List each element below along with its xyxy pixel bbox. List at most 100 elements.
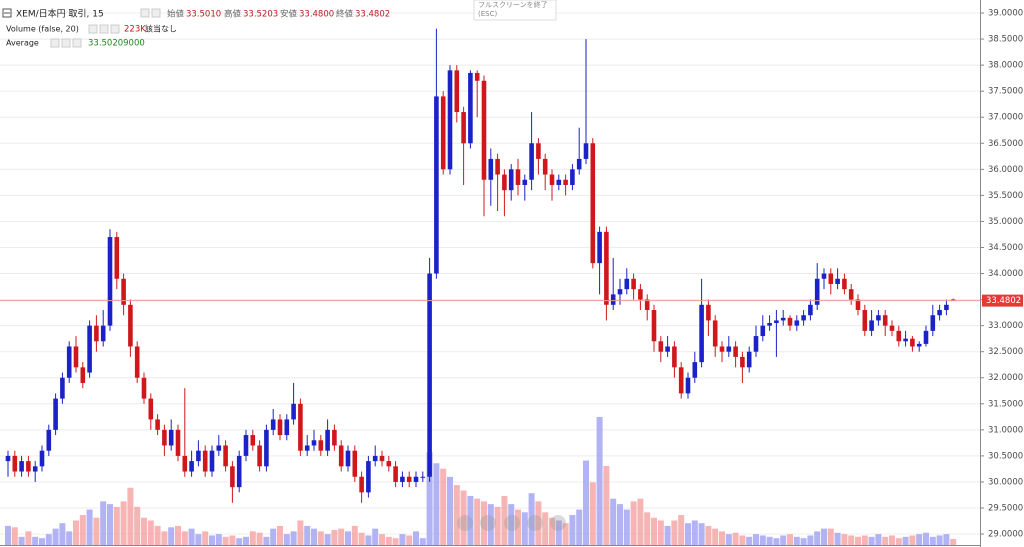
volume-bar	[821, 528, 827, 545]
candle-body	[842, 278, 847, 290]
volume-bar	[576, 509, 583, 545]
candle-body	[434, 96, 439, 274]
candle-body	[916, 343, 922, 347]
volume-bar	[603, 465, 610, 545]
candle-body	[508, 169, 514, 191]
candle-body	[400, 476, 405, 482]
candle-body	[60, 377, 65, 399]
volume-bar	[787, 534, 793, 545]
nav-button[interactable]	[504, 515, 520, 531]
candles	[5, 28, 956, 503]
volume-bar	[134, 506, 141, 545]
study-icon[interactable]	[50, 38, 60, 48]
volume-bar	[929, 536, 936, 545]
open-label: 始値	[167, 9, 185, 20]
candle-body	[787, 317, 793, 326]
volume-bar	[18, 536, 25, 545]
candle-body	[706, 304, 711, 321]
volume-bar	[705, 525, 712, 545]
candle-body	[896, 330, 902, 342]
nav-button[interactable]	[550, 515, 566, 531]
candle-body	[420, 476, 426, 478]
candle-body	[712, 320, 718, 347]
candle-body	[134, 346, 140, 378]
candle-body	[692, 362, 698, 378]
candle-body	[882, 315, 888, 326]
volume-bar	[297, 520, 304, 545]
volume-bar	[73, 520, 79, 545]
tooltip-line: (ESC)	[478, 10, 497, 18]
volume-bar	[426, 452, 433, 545]
volume-bar	[447, 476, 453, 545]
average-value: 33.50209000	[88, 39, 145, 49]
low-label: 安値	[280, 9, 298, 20]
volume-bar	[583, 460, 589, 545]
volume-bar	[508, 504, 515, 545]
candle-body	[345, 450, 351, 467]
candle-body	[869, 320, 874, 331]
volume-bar	[474, 498, 481, 545]
volume-bar	[569, 515, 576, 545]
study-icon[interactable]	[110, 24, 120, 34]
candle-body	[26, 461, 31, 472]
candle-body	[196, 450, 201, 462]
volume-bar	[86, 509, 93, 545]
y-tick-label: 30.0000	[988, 477, 1023, 487]
volume-bar	[331, 530, 338, 545]
candle-body	[264, 429, 269, 467]
volume-bar	[515, 509, 521, 545]
study-icon[interactable]	[88, 24, 98, 34]
volume-bar	[161, 531, 168, 545]
volume-bar	[521, 512, 528, 545]
study-icon[interactable]	[99, 24, 109, 34]
y-tick-label: 35.5000	[988, 191, 1023, 201]
candle-body	[495, 158, 500, 175]
volume-note: 該当なし	[145, 24, 177, 34]
volume-bar	[678, 515, 685, 545]
y-tick-label: 35.0000	[988, 217, 1023, 227]
candle-body	[94, 325, 99, 342]
volume-bar	[249, 531, 256, 545]
hide-icon[interactable]	[151, 8, 161, 18]
study-icon[interactable]	[72, 38, 82, 48]
candle-body	[87, 325, 92, 373]
average-study-name: Average	[6, 39, 39, 48]
volume-study-name: Volume (false, 20)	[6, 25, 79, 34]
candle-body	[624, 278, 630, 290]
volume-bar	[889, 535, 895, 545]
volume-bar	[52, 528, 59, 545]
volume-bar	[848, 535, 855, 545]
volume-bar	[780, 535, 787, 545]
candle-body	[597, 231, 602, 264]
volume-bar	[732, 532, 739, 545]
volume-bar	[467, 495, 474, 545]
volume-bar	[215, 534, 222, 545]
nav-button[interactable]	[457, 515, 473, 531]
volume-bar	[936, 535, 943, 545]
collapse-icon[interactable]	[2, 8, 12, 18]
volume-bar	[562, 523, 569, 545]
candle-body	[617, 289, 623, 295]
study-icon[interactable]	[61, 38, 71, 48]
volume-bar	[657, 520, 664, 545]
volume-bar	[385, 536, 392, 545]
volume-bar	[324, 534, 331, 545]
volume-bar	[243, 536, 249, 545]
y-tick-label: 37.0000	[988, 113, 1023, 123]
volume-bar	[100, 501, 107, 545]
volume-bar	[263, 536, 270, 545]
volume-bar	[413, 531, 419, 545]
volume-bar	[372, 528, 379, 545]
candle-body	[66, 346, 72, 378]
candle-body	[121, 278, 126, 305]
candle-body	[304, 445, 310, 451]
nav-button[interactable]	[480, 515, 496, 531]
nav-button[interactable]	[527, 515, 543, 531]
volume-bar	[494, 506, 501, 545]
candle-body	[406, 476, 412, 482]
candle-body	[651, 310, 657, 342]
candle-body	[685, 377, 691, 394]
settings-icon[interactable]	[140, 8, 150, 18]
volume-bar	[127, 487, 134, 545]
tooltip-line: フルスクリーンを終了	[478, 0, 548, 9]
